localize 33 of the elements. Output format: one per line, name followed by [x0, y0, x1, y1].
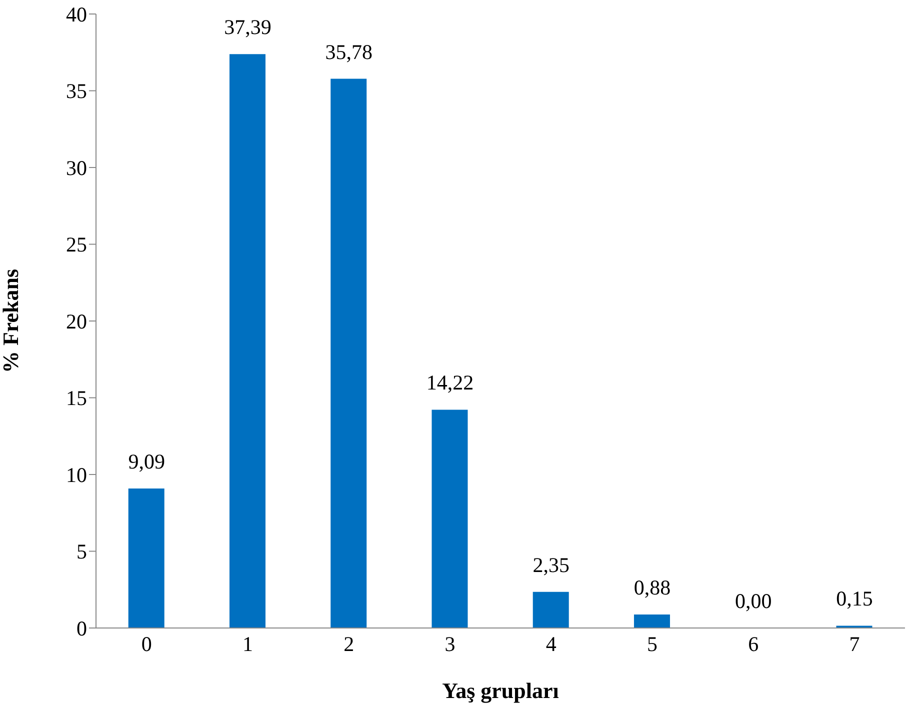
- x-tick-label: 3: [444, 632, 456, 656]
- data-label: 2,35: [532, 552, 570, 577]
- x-tick-label: 6: [748, 632, 759, 656]
- y-tick-label: 40: [66, 2, 87, 26]
- data-label: 14,22: [426, 370, 474, 395]
- x-tick-label: 2: [344, 632, 354, 656]
- bar: [532, 592, 569, 628]
- x-tick-label: 0: [141, 632, 152, 656]
- bar: [634, 614, 670, 628]
- x-tick-label: 5: [646, 632, 658, 656]
- y-tick-label: 10: [66, 462, 87, 487]
- data-label: 0,88: [634, 575, 671, 600]
- y-tick-label: 25: [66, 232, 87, 257]
- y-tick-label: 15: [66, 386, 87, 410]
- data-label: 37,39: [224, 15, 272, 40]
- bar: [128, 488, 164, 628]
- x-tick-label: 4: [546, 632, 557, 656]
- data-label: 9,09: [128, 449, 165, 474]
- data-label: 0,00: [734, 589, 772, 613]
- y-tick-label: 5: [76, 540, 87, 564]
- data-label: 0,15: [836, 586, 873, 611]
- y-axis-title: % Frekans: [0, 268, 23, 374]
- bar: [330, 78, 367, 628]
- x-axis-title: Yaş grupları: [442, 678, 559, 703]
- y-tick-label: 35: [66, 79, 87, 104]
- x-tick-label: 7: [849, 632, 860, 656]
- data-label: 35,78: [325, 40, 372, 64]
- y-tick-label: 30: [66, 156, 87, 180]
- x-tick-label: 1: [242, 632, 253, 656]
- bar: [432, 410, 468, 628]
- bar: [229, 54, 266, 628]
- y-tick-label: 20: [66, 309, 87, 334]
- y-tick-label: 0: [76, 616, 87, 640]
